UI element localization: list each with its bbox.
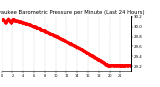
- Title: Milwaukee Barometric Pressure per Minute (Last 24 Hours): Milwaukee Barometric Pressure per Minute…: [0, 10, 144, 15]
